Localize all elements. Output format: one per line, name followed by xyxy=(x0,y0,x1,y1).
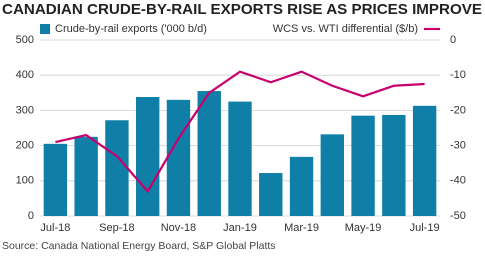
bar xyxy=(259,173,283,216)
y2-tick-label: -40 xyxy=(450,175,466,187)
line xyxy=(55,70,425,194)
legend-label: WCS vs. WTI differential ($/b) xyxy=(273,23,418,35)
bar xyxy=(166,99,191,216)
y2-tick-label: -30 xyxy=(450,140,466,152)
x-tick-label: Jul-18 xyxy=(40,222,70,234)
bar xyxy=(74,136,98,216)
x-tick-label: Jan-19 xyxy=(223,222,257,234)
source: Source: Canada National Energy Board, S&… xyxy=(2,240,276,252)
bar xyxy=(382,114,406,216)
y2-tick-label: -10 xyxy=(450,69,466,81)
legend-label: Crude-by-rail exports ('000 b/d) xyxy=(55,23,207,35)
bar xyxy=(136,97,160,216)
y-tick-label: 100 xyxy=(16,175,34,187)
y2-tick-label: -20 xyxy=(450,104,466,116)
bar xyxy=(105,120,129,216)
y-tick-label: 500 xyxy=(16,34,34,46)
bar xyxy=(289,156,314,216)
x-tick-label: Mar-19 xyxy=(284,222,319,234)
bar xyxy=(43,143,68,216)
x-tick-label: Nov-18 xyxy=(161,222,196,234)
bar xyxy=(197,91,221,216)
y-tick-label: 400 xyxy=(16,69,34,81)
legend-swatch xyxy=(40,24,50,34)
x-tick-label: May-19 xyxy=(345,222,382,234)
bar xyxy=(351,115,375,216)
y-tick-label: 0 xyxy=(28,210,34,222)
bar xyxy=(228,101,252,216)
y2-tick-label: -50 xyxy=(450,210,466,222)
y2-tick-label: 0 xyxy=(450,34,456,46)
x-tick-label: Jul-19 xyxy=(410,222,440,234)
y-tick-label: 300 xyxy=(16,104,34,116)
bar xyxy=(412,105,437,216)
bar xyxy=(320,134,344,216)
y-tick-label: 200 xyxy=(16,140,34,152)
x-tick-label: Sep-18 xyxy=(99,222,134,234)
chart-title: CANADIAN CRUDE-BY-RAIL EXPORTS RISE AS P… xyxy=(2,1,482,18)
